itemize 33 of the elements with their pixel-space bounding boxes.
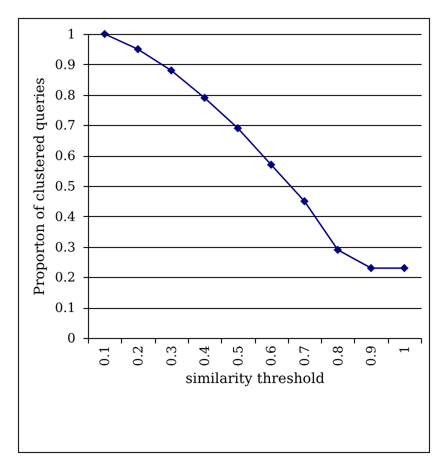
x-tick-label: 0.7 xyxy=(298,346,313,366)
y-tick-label: 0.3 xyxy=(54,240,76,256)
x-tick-label: 0.5 xyxy=(231,346,246,366)
x-tick-label: 0.2 xyxy=(131,346,146,366)
x-tick-label: 0.1 xyxy=(98,346,114,366)
x-tick-label: 0.9 xyxy=(364,346,380,366)
y-tick-label: 0.4 xyxy=(54,210,76,225)
point xyxy=(300,197,309,206)
x-tick-label: 1 xyxy=(398,346,413,354)
y-tick-label: 0.8 xyxy=(54,88,76,104)
point xyxy=(266,160,276,169)
y-axis-title: Proporton of clustered queries xyxy=(32,78,48,296)
point xyxy=(366,264,376,272)
point xyxy=(234,124,242,132)
y-tick-label: 0.5 xyxy=(54,180,76,194)
point xyxy=(200,94,209,102)
y-tick-label: 0.1 xyxy=(54,301,76,316)
x-tick-label: 0.8 xyxy=(331,346,346,366)
point xyxy=(100,30,109,38)
x-tick-label: 0.3 xyxy=(164,346,180,366)
point xyxy=(400,264,409,272)
y-tick-label: 0 xyxy=(67,332,76,346)
x-tick-label: 0.4 xyxy=(198,346,214,366)
x-tick-label: 0.6 xyxy=(264,346,280,366)
y-tick-label: 0.6 xyxy=(54,149,76,164)
y-tick-label: 0.2 xyxy=(54,270,76,286)
y-tick-label: 0.9 xyxy=(54,58,76,73)
point xyxy=(167,66,176,75)
x-axis-title: similarity threshold xyxy=(185,371,325,388)
point xyxy=(334,246,342,254)
point xyxy=(134,45,142,54)
y-tick-label: 1 xyxy=(67,28,76,42)
y-tick-label: 0.7 xyxy=(54,118,76,134)
